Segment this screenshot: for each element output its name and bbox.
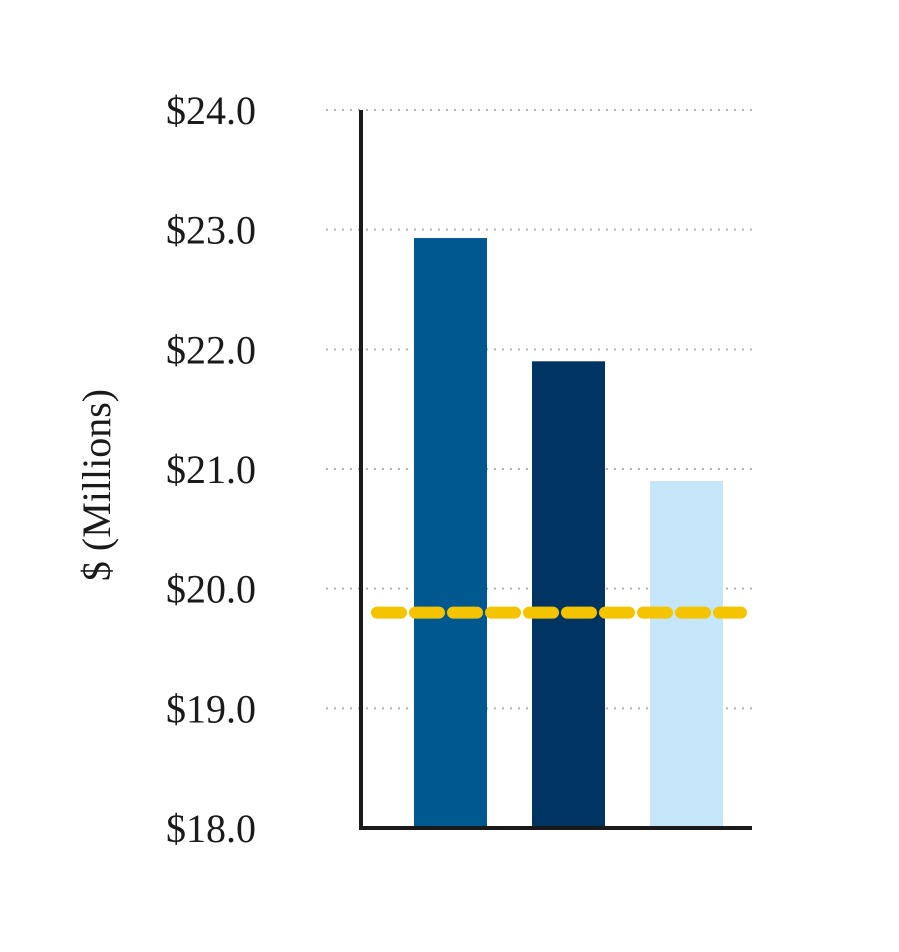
y-tick-label: $23.0 [166, 208, 256, 253]
bar [414, 238, 487, 828]
bar [532, 361, 605, 828]
y-tick-label: $19.0 [166, 686, 256, 731]
y-tick-label: $18.0 [166, 806, 256, 851]
bars [414, 238, 723, 828]
axis-lines [359, 110, 752, 830]
y-tick-label: $21.0 [166, 447, 256, 492]
bar [650, 480, 723, 828]
y-tick-label: $22.0 [166, 327, 256, 372]
y-axis-title: $ (Millions) [74, 389, 119, 581]
y-tick-label: $24.0 [166, 88, 256, 133]
axes [359, 110, 752, 830]
y-tick-labels: $24.0 $23.0 $22.0 $21.0 $20.0 $19.0 $18.0 [166, 88, 256, 851]
y-tick-label: $20.0 [166, 567, 256, 612]
